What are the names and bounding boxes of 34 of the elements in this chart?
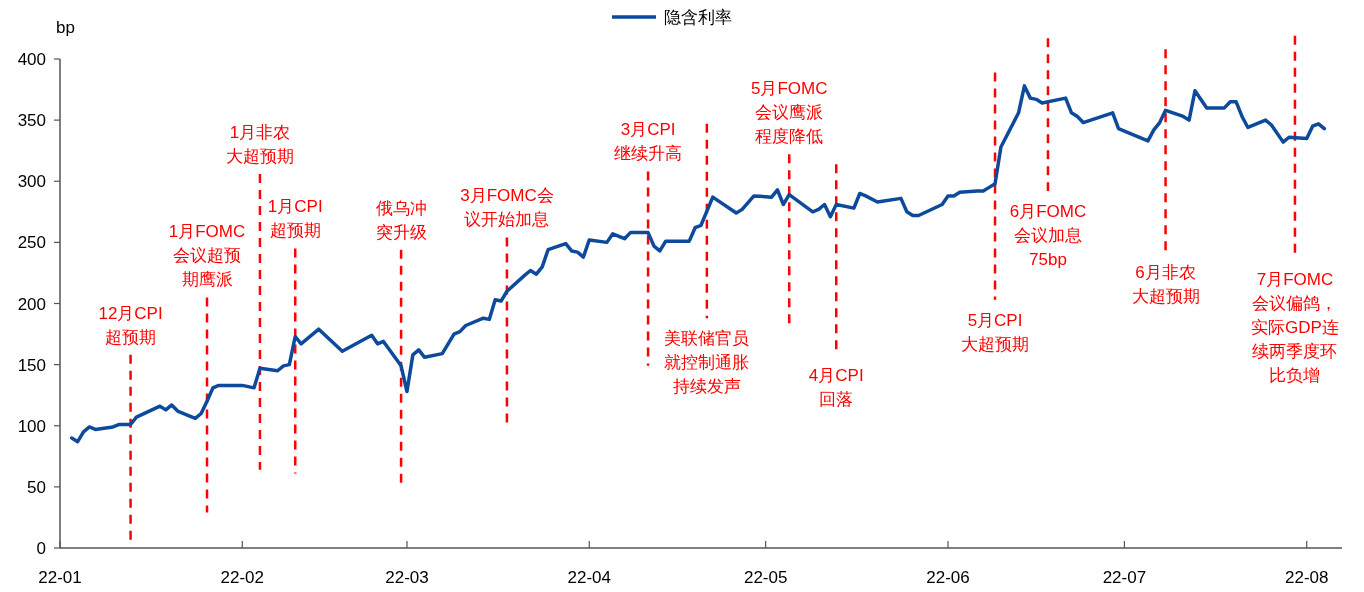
ref-line-label: 5月FOMC会议鹰派程度降低 — [750, 79, 828, 147]
y-tick-label: 200 — [17, 294, 46, 314]
x-tick-label: 22-01 — [38, 568, 82, 587]
y-tick-label: 100 — [17, 416, 46, 436]
ref-line-label: 1月FOMC会议超预期鹰派 — [168, 222, 246, 290]
x-tick-label: 22-04 — [567, 568, 612, 587]
ref-line-label: 美联储官员就控制通胀持续发声 — [664, 329, 750, 397]
y-tick-label: 400 — [17, 50, 46, 69]
ref-line-label: 6月非农大超预期 — [1131, 263, 1200, 307]
y-axis-title: bp — [56, 18, 75, 37]
ref-line-label: 12月CPI超预期 — [98, 303, 163, 347]
y-tick-label: 350 — [17, 111, 46, 131]
x-tick-label: 22-06 — [926, 568, 970, 587]
x-tick-label: 22-05 — [743, 568, 788, 587]
y-tick-label: 50 — [27, 477, 46, 497]
x-tick-label: 22-08 — [1284, 568, 1329, 587]
y-tick-label: 150 — [17, 355, 46, 375]
y-tick-label: 300 — [17, 172, 46, 192]
x-tick-label: 22-07 — [1102, 568, 1147, 587]
x-tick-label: 22-03 — [385, 568, 429, 587]
ref-line-label: 1月CPI超预期 — [267, 197, 323, 241]
ref-line-label: 5月CPI大超预期 — [961, 310, 1030, 354]
ref-line-label: 4月CPI回落 — [808, 365, 864, 409]
y-tick-label: 0 — [36, 539, 46, 558]
y-tick-label: 250 — [17, 233, 46, 253]
ref-line-label: 7月FOMC会议偏鸽，实际GDP连续两季度环比负增 — [1251, 270, 1339, 386]
legend-label: 隐含利率 — [664, 8, 732, 27]
x-tick-label: 22-02 — [220, 568, 265, 587]
ref-line-label: 1月非农大超预期 — [225, 122, 294, 166]
ref-line-label: 6月FOMC会议加息75bp — [1009, 202, 1087, 270]
ref-line-label: 3月FOMC会议开始加息 — [460, 186, 554, 230]
ref-line-label: 俄乌冲突升级 — [375, 198, 427, 242]
ref-line-label: 3月CPI继续升高 — [614, 120, 683, 164]
legend: 隐含利率 — [612, 8, 732, 27]
